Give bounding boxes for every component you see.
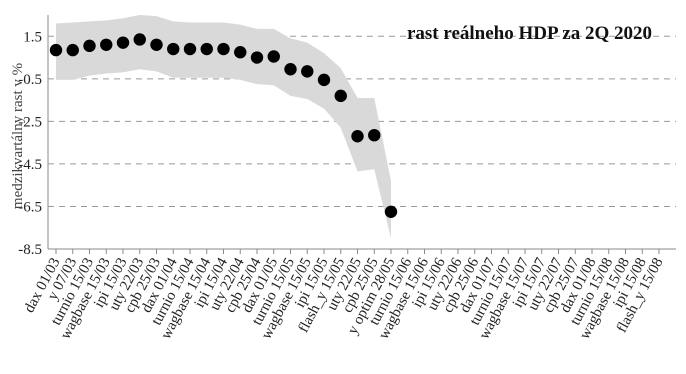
data-point — [301, 65, 314, 78]
data-point — [384, 205, 398, 218]
y-tick-label: -8.5 — [18, 242, 42, 258]
y-tick-label: 1.5 — [23, 29, 42, 45]
y-tick-labels: 1.5 -0.5 -2.5 -4.5 -6.5 -8.5 — [18, 29, 42, 258]
y-tick-label: -0.5 — [18, 72, 42, 88]
data-point — [351, 130, 364, 143]
data-point — [250, 51, 264, 64]
data-point — [49, 43, 63, 57]
data-point — [66, 43, 79, 57]
point-layer — [49, 33, 398, 218]
data-point — [217, 42, 230, 56]
data-point — [200, 42, 213, 56]
y-tick-label: -2.5 — [18, 114, 42, 130]
data-point — [317, 73, 331, 87]
data-point — [334, 89, 347, 103]
data-point — [267, 50, 280, 63]
data-point — [83, 39, 96, 53]
data-point — [100, 38, 113, 51]
data-point — [183, 42, 197, 56]
data-point — [150, 38, 163, 51]
y-axis-label: medzikvartálny rast v % — [10, 63, 26, 209]
data-point — [284, 63, 297, 76]
chart-title: rast reálneho HDP za 2Q 2020 — [407, 23, 652, 44]
axis-layer — [47, 15, 676, 254]
data-point — [234, 46, 247, 59]
data-point — [133, 33, 146, 46]
data-point — [167, 42, 180, 56]
data-point — [116, 36, 130, 49]
y-tick-label: -6.5 — [18, 199, 42, 215]
data-point — [368, 128, 381, 142]
y-tick-label: -4.5 — [18, 157, 42, 173]
